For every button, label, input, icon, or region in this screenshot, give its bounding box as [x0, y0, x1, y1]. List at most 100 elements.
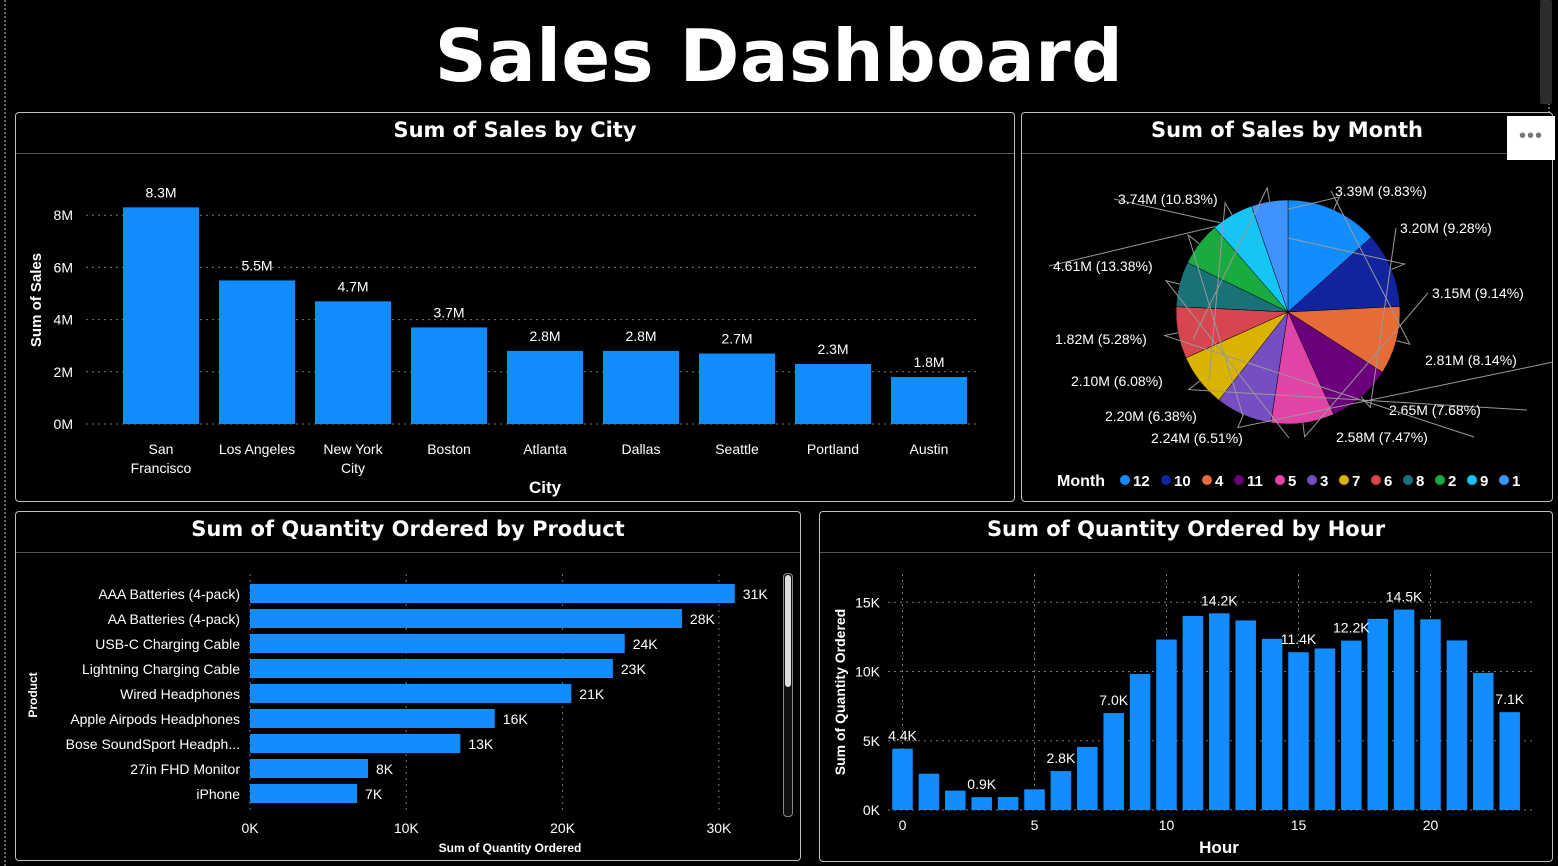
bar [1341, 640, 1362, 810]
bar [1288, 652, 1309, 810]
data-label: 2.7M [721, 331, 752, 347]
data-label: 2.20M (6.38%) [1105, 408, 1197, 424]
legend-marker [1275, 475, 1285, 485]
x-tick-label: 15 [1291, 817, 1307, 833]
legend-item: 5 [1288, 473, 1296, 490]
chart-title: Sum of Sales by Month [1022, 113, 1552, 154]
y-tick-label: 0M [54, 416, 73, 432]
data-label: 4.61M (13.38%) [1053, 258, 1153, 274]
data-label: 7K [365, 786, 383, 802]
leader-line [1164, 332, 1475, 438]
data-label: 12.2K [1333, 620, 1370, 636]
data-label: 31K [743, 586, 769, 602]
data-label: 3.39M (9.83%) [1335, 183, 1427, 199]
data-label: 28K [690, 611, 716, 627]
legend-item: 6 [1384, 473, 1392, 490]
scrollbar-thumb[interactable] [785, 575, 791, 687]
quantity-by-hour-panel[interactable]: Sum of Quantity Ordered by Hour 0K 5K 10K 1… [819, 511, 1553, 862]
bar [250, 634, 625, 653]
legend-marker [1234, 475, 1244, 485]
x-tick-label: 20 [1423, 817, 1439, 833]
x-tick-label: 10K [394, 820, 420, 836]
bar [1393, 609, 1415, 810]
y-tick-label: USB-C Charging Cable [95, 636, 240, 652]
sales-by-city-chart: 0M 2M 4M 6M 8M 8.3M San Francisco 5.5M Los Angele… [28, 184, 978, 497]
y-tick-label: iPhone [196, 786, 240, 802]
legend-item: 10 [1174, 473, 1191, 490]
bar [1050, 771, 1072, 810]
leader-line [1330, 190, 1411, 346]
chart-title: Sum of Sales by City [16, 113, 1014, 154]
legend-marker [1161, 475, 1171, 485]
bar [250, 734, 461, 753]
data-label: 3.74M (10.83%) [1118, 191, 1218, 207]
more-options-icon[interactable]: ••• [1507, 116, 1555, 160]
bar [1446, 640, 1468, 810]
data-label: 8.3M [145, 184, 176, 200]
bar [603, 350, 679, 424]
y-axis-title: Sum of Sales [28, 253, 45, 347]
data-label: 2.58M (7.47%) [1336, 429, 1428, 445]
bar [891, 377, 967, 424]
y-tick-label: 15K [855, 594, 881, 610]
y-tick-label: 27in FHD Monitor [130, 761, 240, 777]
x-tick-label: Seattle [715, 441, 759, 457]
y-tick-label: 8M [54, 207, 73, 223]
x-axis-title: Sum of Quantity Ordered [439, 841, 582, 855]
data-label: 7.1K [1495, 691, 1524, 707]
sales-by-city-panel[interactable]: Sum of Sales by City 0M 2M 4M 6M 8M 8.3M San Fr… [15, 112, 1015, 502]
bar [1314, 648, 1336, 810]
y-tick-label: Bose SoundSport Headph... [66, 736, 240, 752]
bar [1473, 672, 1494, 810]
bar [1156, 639, 1177, 810]
legend-marker [1120, 475, 1130, 485]
y-tick-label: 0K [863, 802, 881, 818]
bar [1103, 713, 1124, 810]
legend-marker [1307, 475, 1317, 485]
legend-title: Month [1057, 473, 1105, 490]
pie-slice [1287, 236, 1401, 313]
page-scrollbar[interactable] [1540, 0, 1552, 104]
leader-line [1192, 186, 1271, 340]
y-tick-label: 5K [863, 733, 881, 749]
legend-item: 4 [1215, 473, 1224, 490]
x-tick-label: 10 [1159, 817, 1175, 833]
legend-marker [1435, 475, 1445, 485]
data-label: 1.82M (5.28%) [1055, 331, 1147, 347]
bar [250, 759, 369, 778]
x-tick-label: Los Angeles [219, 441, 295, 457]
bar [250, 709, 495, 728]
bar [997, 797, 1019, 810]
y-tick-label: AA Batteries (4-pack) [108, 611, 240, 627]
bar [1209, 613, 1230, 810]
bar [1129, 674, 1151, 810]
product-chart-scrollbar[interactable] [783, 573, 793, 817]
x-tick-label: 20K [550, 820, 576, 836]
y-axis-title: Product [26, 672, 40, 717]
legend-marker [1467, 475, 1477, 485]
left-edge-border [4, 0, 6, 866]
data-label: 13K [468, 736, 494, 752]
dashboard-title: Sales Dashboard [434, 14, 1124, 98]
bar [1024, 789, 1045, 810]
data-label: 14.2K [1201, 592, 1238, 608]
data-label: 21K [579, 686, 605, 702]
data-label: 2.10M (6.08%) [1071, 373, 1163, 389]
y-tick-label: 6M [54, 259, 73, 275]
data-label: 5.5M [241, 257, 272, 273]
quantity-by-product-panel[interactable]: Sum of Quantity Ordered by Product 0K 10K… [15, 511, 801, 861]
y-tick-label: Lightning Charging Cable [82, 661, 240, 677]
data-label: 16K [503, 711, 529, 727]
leader-line [1113, 198, 1407, 270]
sales-by-month-panel[interactable]: Sum of Sales by Month 4.61M (13.38%) 3.74… [1021, 112, 1553, 502]
bar [411, 327, 487, 424]
bar [699, 353, 775, 424]
x-tick-label: San Francisco [131, 441, 192, 476]
chart-title: Sum of Quantity Ordered by Product [16, 512, 800, 553]
data-label: 2.8M [625, 328, 656, 344]
x-tick-label: New York City [323, 441, 383, 476]
quantity-by-hour-chart: 0K 5K 10K 15K 0 5 10 15 20 4.4K 0.9K 2.8K 7.0K 14.2K 1… [832, 574, 1535, 857]
x-tick-label: Boston [427, 441, 471, 457]
legend-item: 12 [1133, 473, 1150, 490]
bar [1499, 712, 1520, 810]
